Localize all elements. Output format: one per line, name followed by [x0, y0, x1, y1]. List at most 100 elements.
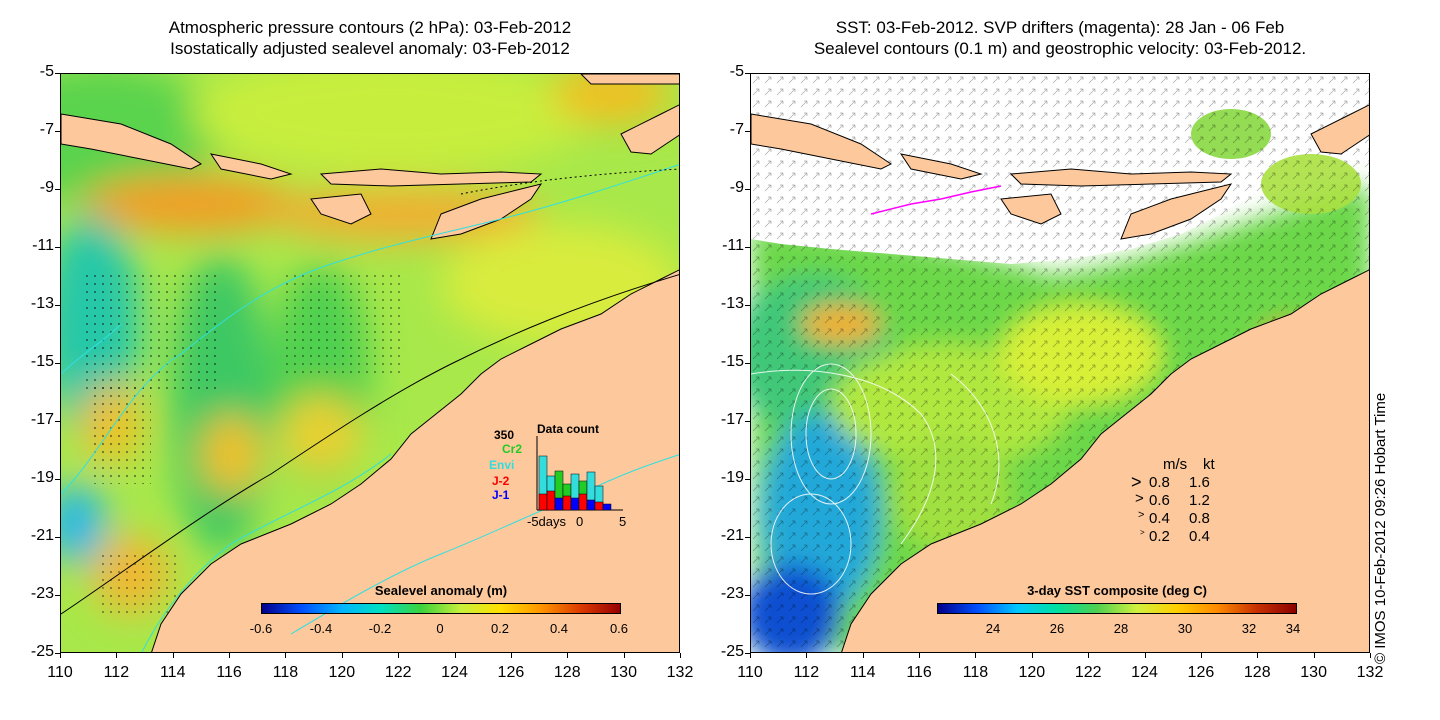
latitude-tick	[745, 653, 750, 654]
latitude-tick	[55, 363, 60, 364]
latitude-label: -19	[720, 469, 744, 486]
data-count-x-start: -5days	[527, 514, 567, 529]
latitude-tick	[55, 537, 60, 538]
longitude-label: 110	[47, 664, 73, 681]
latitude-label: -19	[30, 469, 54, 486]
data-count-title: Data count	[537, 422, 600, 436]
longitude-tick	[567, 653, 569, 658]
latitude-tick	[745, 305, 750, 306]
velocity-ms-value: 0.6	[1149, 492, 1170, 509]
longitude-label: 130	[610, 664, 637, 681]
longitude-tick	[172, 653, 174, 658]
longitude-label: 112	[103, 664, 130, 681]
longitude-tick	[1031, 653, 1033, 658]
latitude-tick	[745, 247, 750, 248]
data-count-x-end: 5	[619, 514, 627, 529]
mission-label-j1: J-1	[492, 488, 510, 502]
longitude-tick	[285, 653, 287, 658]
latitude-label: -23	[720, 585, 744, 602]
right-colorbar-title: 3-day SST composite (deg C)	[1027, 583, 1207, 598]
latitude-label: -13	[30, 295, 54, 312]
right-colorbar	[937, 603, 1297, 614]
velocity-legend-kt-header: kt	[1203, 456, 1215, 473]
latitude-tick	[55, 189, 60, 190]
velocity-arrow-0-8: >	[1131, 472, 1142, 492]
latitude-label: -25	[720, 643, 744, 660]
longitude-tick	[1144, 653, 1146, 658]
longitude-tick	[116, 653, 118, 658]
longitude-tick	[229, 653, 231, 658]
longitude-tick	[862, 653, 864, 658]
longitude-label: 118	[272, 664, 299, 681]
longitude-tick	[1257, 653, 1259, 658]
latitude-tick	[745, 537, 750, 538]
right-colorbar-tick: 32	[1241, 621, 1257, 636]
velocity-kt-value: 1.6	[1189, 474, 1210, 491]
velocity-ms-value: 0.4	[1149, 510, 1170, 527]
longitude-tick	[510, 653, 512, 658]
longitude-label: 122	[384, 664, 412, 681]
latitude-tick	[55, 73, 60, 74]
latitude-label: -9	[729, 179, 744, 196]
longitude-label: 112	[793, 664, 820, 681]
latitude-label: -5	[39, 63, 54, 80]
longitude-tick	[680, 653, 681, 658]
longitude-tick	[1200, 653, 1202, 658]
latitude-label: -21	[720, 527, 744, 544]
left-colorbar-tick: 0	[436, 621, 444, 636]
left-colorbar-title: Sealevel anomaly (m)	[374, 583, 508, 598]
latitude-label: -9	[39, 179, 54, 196]
mission-label-cr2: Cr2	[502, 442, 523, 456]
left-colorbar-tick: -0.4	[309, 621, 333, 636]
longitude-tick	[806, 653, 808, 658]
sealevel-anomaly-field	[61, 74, 679, 652]
mission-label-j2: J-2	[492, 474, 510, 488]
velocity-legend-ms-header: m/s	[1163, 456, 1188, 473]
right-panel-title: SST: 03-Feb-2012. SVP drifters (magenta)…	[750, 17, 1370, 59]
latitude-tick	[745, 421, 750, 422]
latitude-tick	[745, 363, 750, 364]
sst-map: m/s kt > 0.8 1.6 > 0.6 1.2 > 0.4 0.8 > 0…	[750, 73, 1370, 653]
longitude-tick	[1313, 653, 1315, 658]
latitude-tick	[745, 131, 750, 132]
right-colorbar-tick: 30	[1177, 621, 1193, 636]
longitude-label: 116	[216, 664, 242, 681]
velocity-arrow-0-6: >	[1135, 490, 1144, 507]
latitude-tick	[55, 247, 60, 248]
latitude-tick	[745, 189, 750, 190]
velocity-kt-value: 0.8	[1189, 510, 1210, 527]
data-count-x-zero: 0	[576, 514, 584, 529]
latitude-label: -15	[30, 353, 54, 370]
left-colorbar-tick: 0.4	[549, 621, 569, 636]
latitude-tick	[55, 653, 60, 654]
longitude-tick	[919, 653, 921, 658]
longitude-tick	[398, 653, 400, 658]
velocity-ms-value: 0.2	[1149, 528, 1170, 545]
latitude-label: -13	[720, 295, 744, 312]
latitude-tick	[55, 305, 60, 306]
latitude-tick	[745, 595, 750, 596]
longitude-tick	[1088, 653, 1090, 658]
longitude-label: 120	[1018, 664, 1046, 681]
sealevel-anomaly-map: 350 Data count Cr2 Envi J-2 J-1	[60, 73, 680, 653]
velocity-kt-value: 0.4	[1189, 528, 1210, 545]
mission-label-envi: Envi	[489, 458, 515, 472]
data-count-max: 350	[494, 428, 515, 442]
latitude-tick	[55, 421, 60, 422]
longitude-tick	[60, 653, 61, 658]
latitude-label: -21	[30, 527, 54, 544]
left-colorbar	[261, 603, 621, 614]
longitude-label: 130	[1300, 664, 1327, 681]
latitude-tick	[55, 595, 60, 596]
latitude-label: -7	[39, 121, 54, 138]
credit-text: © IMOS 10-Feb-2012 09:26 Hobart Time	[1372, 392, 1389, 664]
latitude-label: -17	[720, 411, 744, 428]
right-colorbar-tick: 26	[1049, 621, 1065, 636]
latitude-tick	[55, 131, 60, 132]
velocity-arrow-0-4: >	[1138, 509, 1145, 521]
longitude-tick	[1370, 653, 1371, 658]
latitude-label: -11	[722, 237, 744, 254]
right-colorbar-tick: 28	[1113, 621, 1129, 636]
left-colorbar-tick: -0.6	[249, 621, 273, 636]
sst-field	[751, 74, 1369, 652]
